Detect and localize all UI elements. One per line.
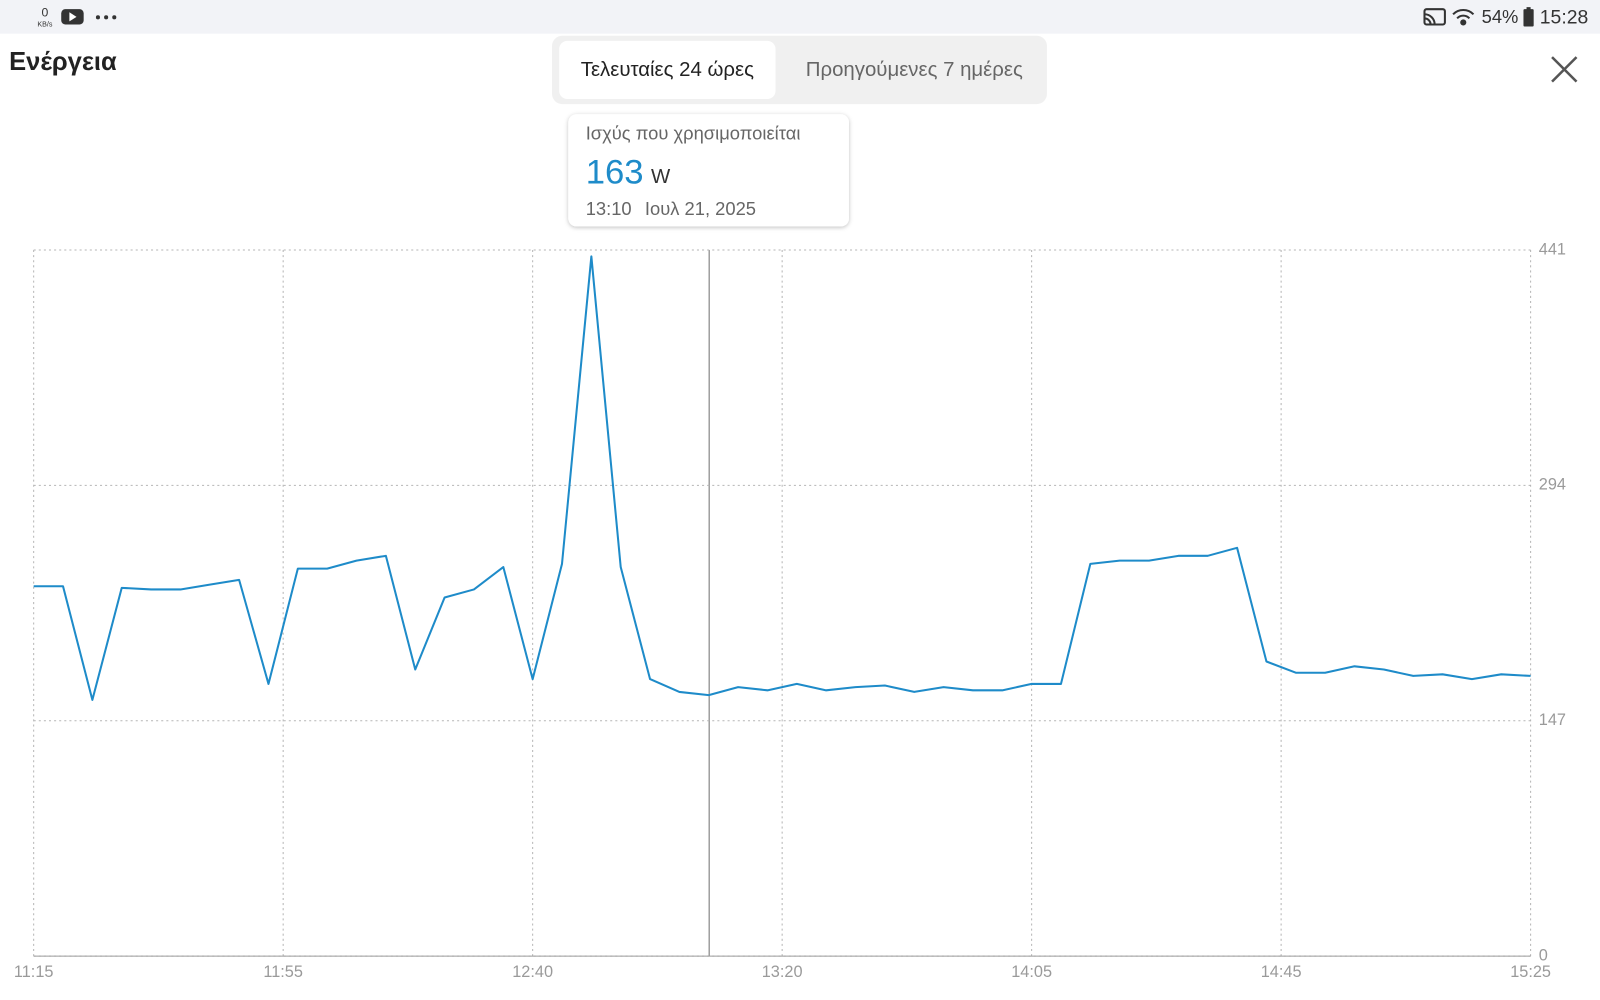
x-tick-label: 11:55 (263, 963, 303, 981)
x-tick-label: 15:25 (1510, 963, 1551, 981)
tooltip-unit: W (651, 166, 671, 188)
x-tick-label: 14:45 (1261, 963, 1302, 981)
net-speed: 0 (41, 5, 48, 19)
tab-selected[interactable] (559, 40, 776, 99)
chart: 0 147 294 441 11:15 11:55 12:40 13:20 14:05 14:45… (14, 240, 1566, 980)
y-tick-label: 0 (1539, 946, 1548, 964)
page-title: Ενέργεια (9, 48, 117, 76)
status-bar (0, 0, 1600, 34)
y-tick-label: 147 (1539, 711, 1566, 729)
tooltip-date: Ιουλ 21, 2025 (645, 198, 756, 219)
x-tick-label: 13:20 (762, 963, 803, 981)
tooltip (568, 114, 849, 227)
cast-icon (1423, 8, 1446, 26)
close-button[interactable] (1551, 56, 1578, 83)
more-icon (95, 15, 117, 20)
y-tick-label: 441 (1539, 240, 1566, 258)
y-tick-label: 294 (1539, 476, 1566, 494)
tooltip-time: 13:10 (586, 198, 632, 219)
tab-label[interactable]: Προηγούμενες 7 ημέρες (806, 59, 1023, 81)
data-line (33, 255, 1531, 701)
tooltip-label: Ισχύς που χρησιμοποιείται (586, 123, 801, 144)
battery-percent: 54% (1482, 6, 1519, 27)
wifi-icon (1452, 8, 1475, 26)
youtube-icon (61, 9, 84, 25)
x-tick-label: 12:40 (512, 963, 553, 981)
tab-label[interactable]: Τελευταίες 24 ώρες (581, 59, 754, 81)
x-tick-label: 11:15 (14, 963, 54, 981)
battery-icon (1523, 7, 1534, 27)
net-unit: KB/s (37, 20, 52, 28)
x-tick-label: 14:05 (1011, 963, 1052, 981)
tooltip-value: 163 (586, 154, 644, 192)
clock: 15:28 (1540, 6, 1589, 28)
